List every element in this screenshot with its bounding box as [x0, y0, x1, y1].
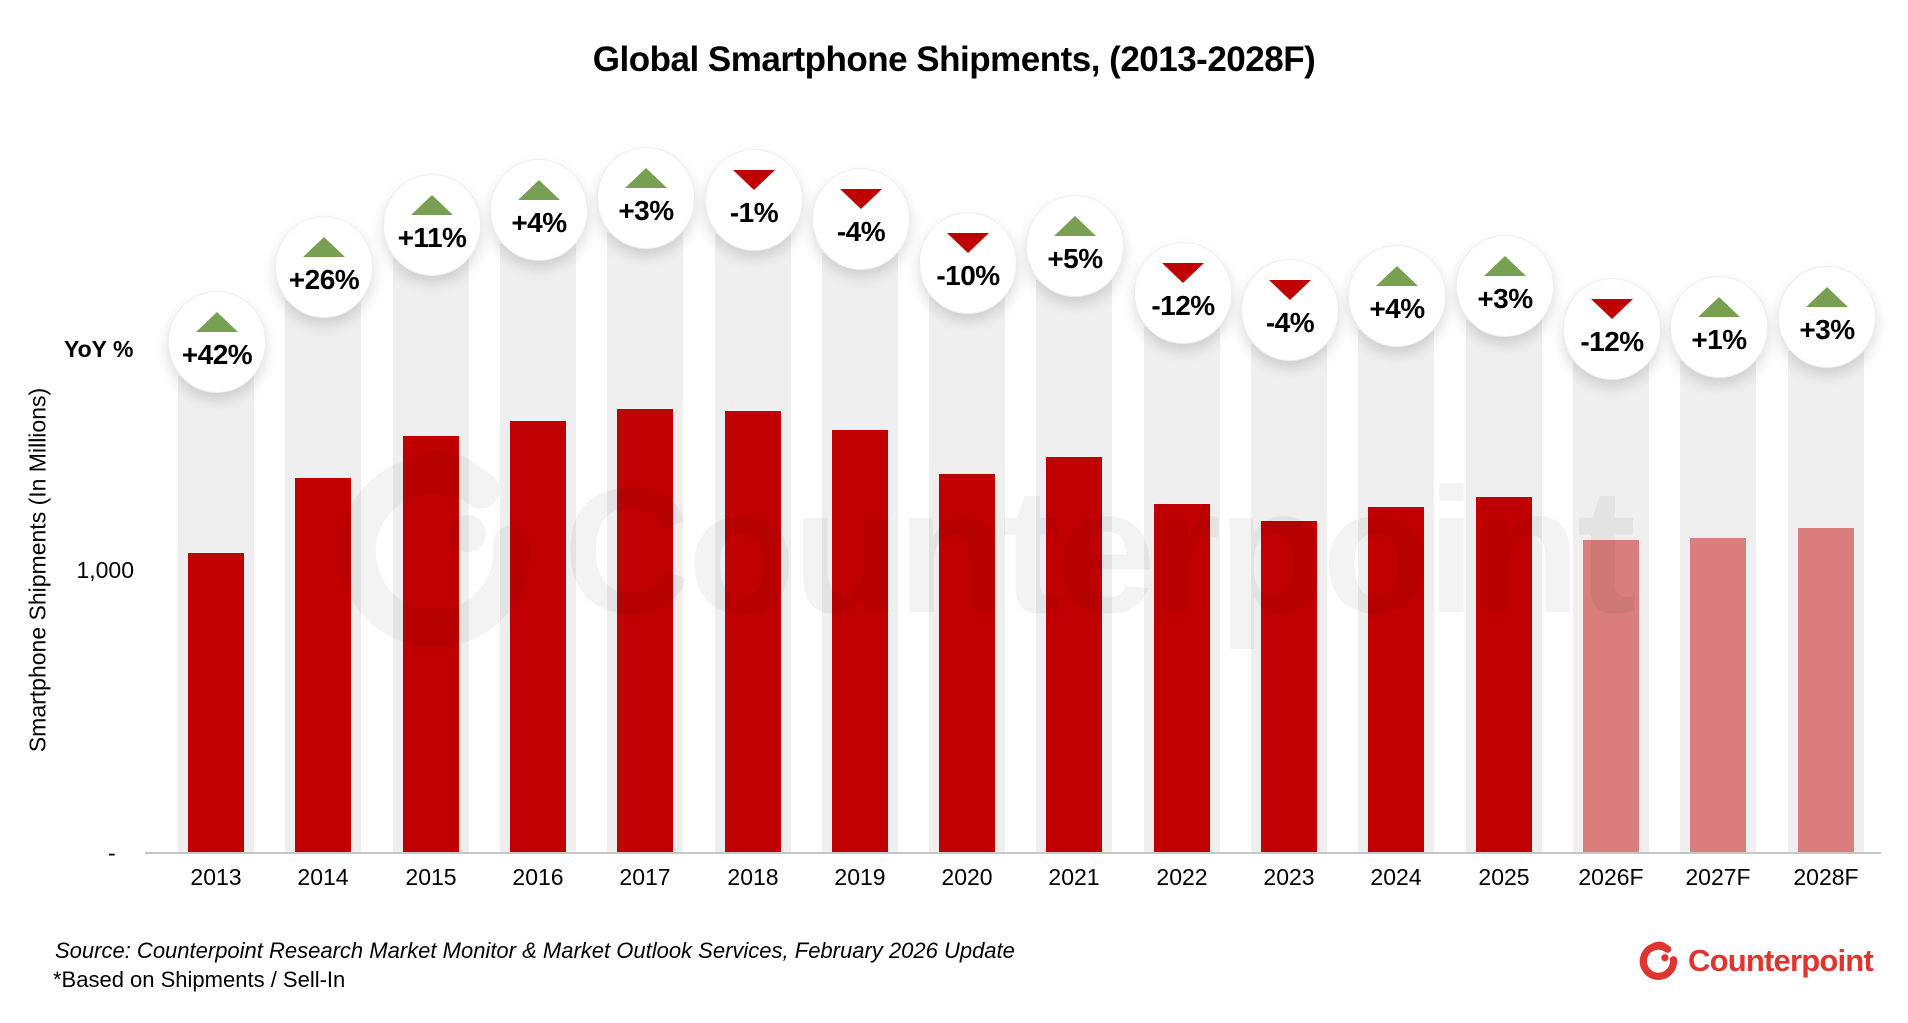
counterpoint-logo-text: Counterpoint	[1688, 943, 1874, 978]
page-title: Global Smartphone Shipments, (2013-2028F…	[592, 40, 1316, 79]
x-tick-label: 2026F	[1578, 864, 1644, 890]
x-tick-label: 2016	[512, 864, 564, 890]
yoy-up-triangle-icon	[1698, 297, 1740, 317]
x-tick-label: 2027F	[1685, 864, 1751, 890]
yoy-up-triangle-icon	[1054, 216, 1096, 236]
y-tick-zero: -	[108, 840, 116, 866]
yoy-value: +5%	[1047, 243, 1103, 274]
yoy-bubble: -4%	[1241, 259, 1339, 361]
yoy-bubble: +3%	[1456, 235, 1554, 337]
yoy-up-triangle-icon	[411, 195, 453, 215]
yoy-bubble: -12%	[1134, 242, 1232, 344]
yoy-value: -10%	[936, 260, 1000, 291]
shipments-bar	[939, 474, 995, 852]
yoy-bubble: +3%	[1778, 266, 1876, 368]
yoy-down-triangle-icon	[840, 189, 882, 209]
yoy-value: -4%	[1265, 307, 1315, 338]
yoy-value: -12%	[1151, 290, 1215, 321]
yoy-up-triangle-icon	[1484, 256, 1526, 276]
shipments-bar	[295, 478, 351, 852]
yoy-value: +3%	[1799, 314, 1855, 345]
shipments-bar-forecast	[1798, 528, 1854, 852]
x-tick-label: 2013	[190, 864, 242, 890]
x-tick-label: 2025	[1478, 864, 1530, 890]
x-tick-label: 2022	[1156, 864, 1208, 890]
yoy-value: +3%	[1477, 283, 1533, 314]
shipments-bar	[617, 409, 673, 852]
yoy-bubble: -10%	[919, 212, 1017, 314]
yoy-up-triangle-icon	[1376, 266, 1418, 286]
yoy-bubble: +5%	[1026, 195, 1124, 297]
yoy-value: +4%	[1369, 293, 1425, 324]
yoy-up-triangle-icon	[625, 168, 667, 188]
yoy-value: +26%	[288, 264, 360, 295]
shipments-bar	[832, 430, 888, 852]
shipments-bar	[403, 436, 459, 852]
shipments-bar-forecast	[1690, 538, 1746, 852]
yoy-value: +1%	[1691, 324, 1747, 355]
x-tick-label: 2015	[405, 864, 457, 890]
yoy-down-triangle-icon	[1162, 263, 1204, 283]
yoy-bubble: +26%	[275, 216, 373, 318]
yoy-value: +11%	[397, 222, 467, 253]
shipments-bar	[1154, 504, 1210, 852]
y-tick-1000: 1,000	[76, 557, 134, 583]
yoy-value: +3%	[618, 195, 674, 226]
yoy-bubble: -4%	[812, 168, 910, 270]
yoy-down-triangle-icon	[947, 233, 989, 253]
yoy-up-triangle-icon	[518, 180, 560, 200]
yoy-bubble: +42%	[168, 291, 266, 393]
shipments-bar	[510, 421, 566, 852]
shipments-bar	[1046, 457, 1102, 852]
yoy-value: +42%	[181, 339, 253, 370]
yoy-up-triangle-icon	[1806, 287, 1848, 307]
counterpoint-logo-mark-icon	[1639, 941, 1678, 980]
source-line: Source: Counterpoint Research Market Mon…	[55, 938, 1015, 963]
counterpoint-logo: Counterpoint	[1638, 940, 1874, 982]
shipments-bar	[1368, 507, 1424, 852]
x-tick-label: 2019	[834, 864, 886, 890]
yoy-bubble: +11%	[383, 174, 481, 276]
yoy-value: -12%	[1580, 326, 1644, 357]
x-tick-label: 2018	[727, 864, 779, 890]
yoy-bubble: -1%	[705, 149, 803, 251]
shipments-bar	[188, 553, 244, 852]
yoy-value: -4%	[836, 216, 886, 247]
yoy-axis-label: YoY %	[64, 336, 134, 362]
x-tick-label: 2021	[1048, 864, 1100, 890]
footnote-line: *Based on Shipments / Sell-In	[53, 967, 346, 992]
x-tick-label: 2020	[941, 864, 993, 890]
yoy-down-triangle-icon	[1269, 280, 1311, 300]
x-tick-label: 2017	[619, 864, 671, 890]
yoy-value: +4%	[511, 207, 567, 238]
yoy-up-triangle-icon	[196, 312, 238, 332]
yoy-value: -1%	[729, 197, 779, 228]
yoy-bubble: +4%	[1348, 245, 1446, 347]
yoy-bubble: +4%	[490, 159, 588, 261]
yoy-up-triangle-icon	[303, 237, 345, 257]
yoy-bubble: +1%	[1670, 276, 1768, 378]
shipments-bar-forecast	[1583, 540, 1639, 852]
x-tick-label: 2014	[297, 864, 349, 890]
shipments-bar	[725, 411, 781, 852]
yoy-down-triangle-icon	[1591, 299, 1633, 319]
x-axis-line	[145, 852, 1881, 854]
yoy-bubble: -12%	[1563, 278, 1661, 380]
shipments-bar	[1261, 521, 1317, 852]
x-tick-label: 2024	[1370, 864, 1422, 890]
yoy-bubble: +3%	[597, 147, 695, 249]
x-tick-label: 2023	[1263, 864, 1315, 890]
yoy-down-triangle-icon	[733, 170, 775, 190]
x-tick-label: 2028F	[1793, 864, 1859, 890]
shipments-bar	[1476, 497, 1532, 852]
